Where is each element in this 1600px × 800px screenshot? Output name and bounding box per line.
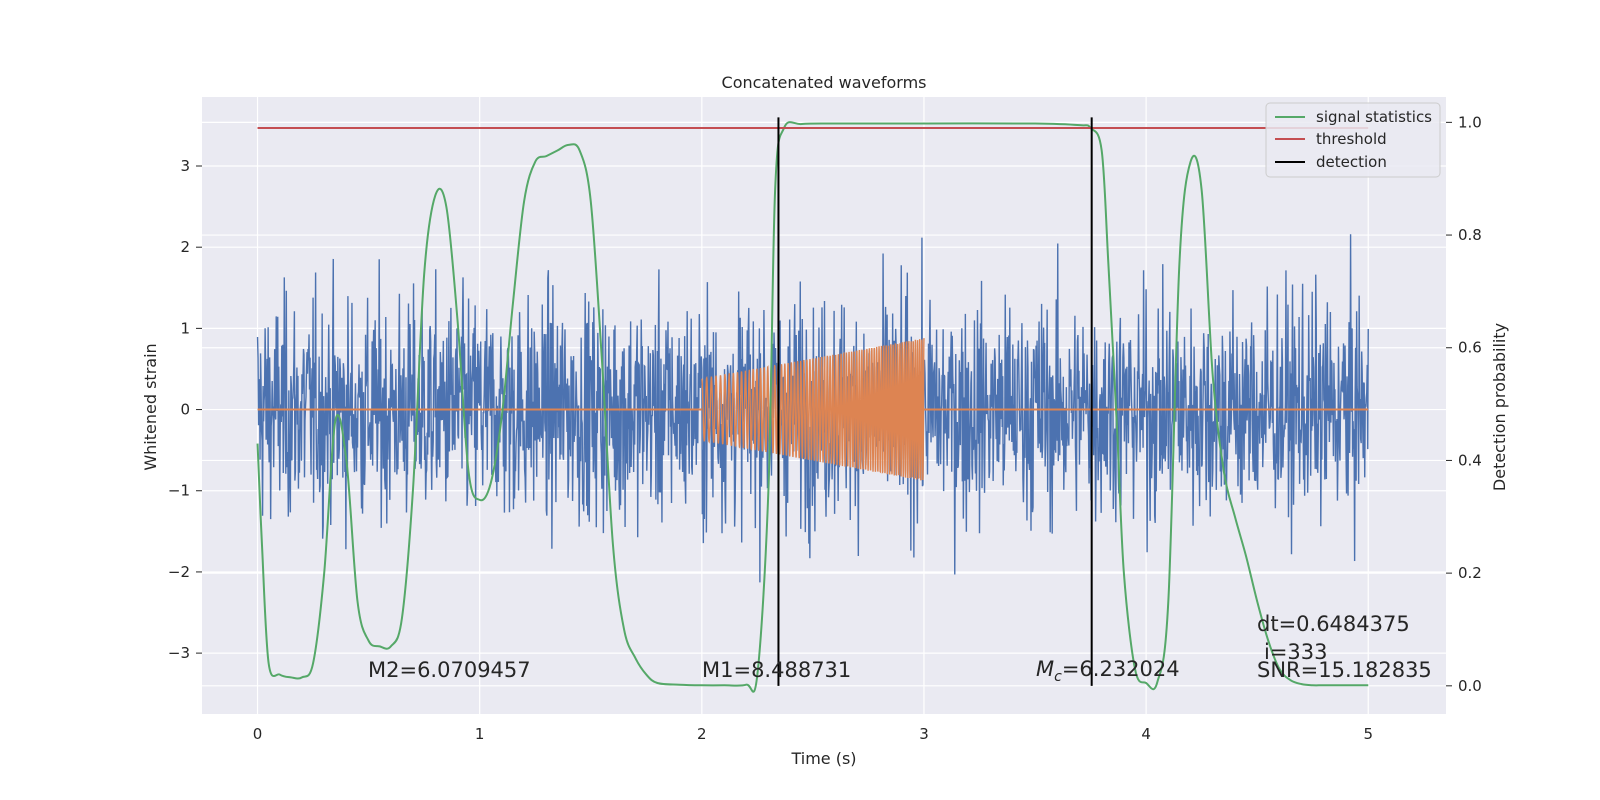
x-tick-label: 5	[1363, 725, 1373, 743]
y-tick-label-left: −3	[168, 644, 190, 662]
template-series-layer	[257, 338, 1369, 481]
legend-label-signal: signal statistics	[1316, 108, 1432, 126]
x-tick-label: 2	[697, 725, 707, 743]
x-tick-label: 1	[475, 725, 485, 743]
x-tick-label: 4	[1141, 725, 1151, 743]
annotation-i: i=333	[1264, 640, 1328, 664]
tick-labels: 0 1 2 3 4 5 3 2 1 0 −1 −2 −3 1.0 0.8 0.6 0.4 0.2 0.0	[168, 113, 1482, 743]
y-tick-label-right: 0.8	[1458, 226, 1482, 244]
legend-label-detection: detection	[1316, 153, 1387, 171]
annotation-m1: M1=8.488731	[702, 658, 851, 682]
annotation-m2: M2=6.0709457	[368, 658, 531, 682]
chart-title: Concatenated waveforms	[722, 73, 927, 92]
strain-series-line	[256, 234, 1369, 583]
y-tick-label-left: 3	[180, 157, 190, 175]
y-tick-label-left: −1	[168, 482, 190, 500]
annotation-dt: dt=0.6484375	[1257, 612, 1410, 636]
y-tick-label-right: 0.4	[1458, 451, 1482, 469]
legend: signal statistics threshold detection	[1265, 102, 1441, 178]
legend-label-threshold: threshold	[1316, 130, 1387, 148]
annotations: M2=6.0709457 M1=8.488731 Mc=6.232024 dt=…	[368, 612, 1432, 685]
y-tick-label-right: 0.6	[1458, 339, 1482, 357]
annotation-mc-value: =6.232024	[1062, 657, 1180, 681]
template-chirp-line	[701, 338, 925, 481]
signal-statistics-layer	[256, 121, 1369, 693]
annotation-mc-symbol: M	[1036, 657, 1054, 681]
y-tick-label-right: 0.2	[1458, 564, 1482, 582]
x-tick-label: 0	[253, 725, 263, 743]
y-tick-label-left: −2	[168, 563, 190, 581]
y-axis-label-right: Detection probability	[1490, 323, 1509, 491]
signal-statistics-line	[256, 121, 1369, 693]
strain-series-layer	[256, 234, 1369, 583]
x-tick-label: 3	[919, 725, 929, 743]
detection-layer	[777, 117, 1093, 686]
y-axis-label-left: Whitened strain	[141, 343, 160, 470]
y-tick-label-left: 2	[180, 238, 190, 256]
annotation-snr: SNR=15.182835	[1257, 658, 1432, 682]
annotation-mc-subscript: c	[1054, 669, 1062, 685]
y-tick-label-left: 1	[180, 319, 190, 337]
x-axis-label: Time (s)	[790, 749, 856, 768]
y-tick-label-left: 0	[180, 401, 190, 419]
annotation-mc: Mc=6.232024	[1036, 657, 1180, 685]
y-tick-label-right: 0.0	[1458, 677, 1482, 695]
legend-box	[1265, 102, 1441, 178]
y-tick-label-right: 1.0	[1458, 113, 1482, 131]
